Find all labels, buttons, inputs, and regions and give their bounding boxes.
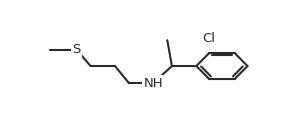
Text: NH: NH	[144, 77, 163, 90]
Text: S: S	[73, 43, 81, 56]
Text: Cl: Cl	[203, 32, 216, 45]
